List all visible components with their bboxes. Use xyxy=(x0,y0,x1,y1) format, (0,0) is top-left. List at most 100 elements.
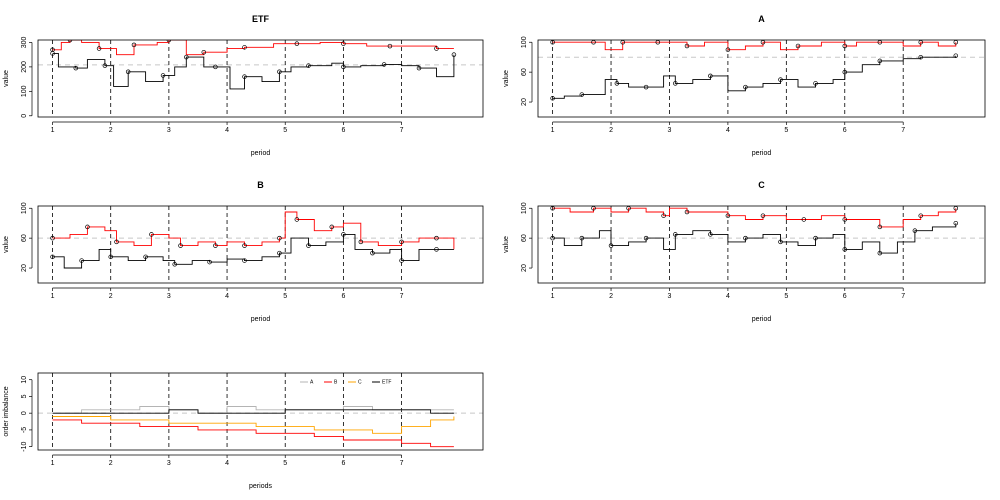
series-upper-line xyxy=(52,40,454,56)
trade-point xyxy=(434,247,439,252)
x-tick-label: 2 xyxy=(609,293,613,300)
series-upper-line xyxy=(552,41,957,51)
trade-point xyxy=(842,69,848,75)
series-lower-line xyxy=(52,233,454,269)
trade-point xyxy=(341,41,346,46)
trade-point xyxy=(725,213,731,218)
trade-point xyxy=(242,258,247,263)
trade-point xyxy=(673,232,678,237)
plot-area xyxy=(38,373,483,450)
trade-point xyxy=(172,262,177,267)
x-axis-label: period xyxy=(251,150,271,157)
trade-point xyxy=(953,220,959,226)
trade-point xyxy=(160,73,166,78)
trade-point xyxy=(277,250,282,256)
legend-label-c: C xyxy=(358,380,362,386)
trade-point xyxy=(743,235,748,241)
series-etf-line xyxy=(52,409,454,414)
trade-point xyxy=(434,235,439,241)
trade-point xyxy=(50,51,55,56)
x-axis-label: period xyxy=(251,316,271,323)
plot-area xyxy=(538,206,985,283)
trade-point xyxy=(399,258,404,263)
x-tick-label: 7 xyxy=(400,460,404,467)
trade-point xyxy=(166,40,172,43)
trade-point xyxy=(877,250,883,256)
x-tick-label: 3 xyxy=(167,460,171,467)
x-tick-label: 3 xyxy=(167,127,171,134)
plot-frame xyxy=(537,39,986,118)
trade-point xyxy=(178,243,183,248)
plot-frame xyxy=(37,372,484,451)
legend-label-b: B xyxy=(334,380,338,386)
y-tick-label: 100 xyxy=(21,85,28,97)
trade-point xyxy=(813,235,818,241)
y-tick-label: -5 xyxy=(21,427,28,433)
trade-point xyxy=(725,47,731,52)
legend-label-a: A xyxy=(310,380,314,386)
trade-point xyxy=(550,96,555,101)
x-tick-label: 1 xyxy=(551,293,555,300)
trade-point xyxy=(661,213,666,218)
trade-point xyxy=(294,41,300,46)
y-axis-label: value xyxy=(3,236,10,253)
x-tick-label: 7 xyxy=(400,293,404,300)
trade-point xyxy=(842,217,848,222)
trade-point xyxy=(294,217,300,222)
trade-point xyxy=(760,213,766,218)
trade-point xyxy=(131,42,137,48)
x-tick-label: 1 xyxy=(51,293,55,300)
x-tick-label: 5 xyxy=(784,293,788,300)
x-axis-label: periods xyxy=(249,483,272,490)
trade-point xyxy=(341,232,346,237)
trade-point xyxy=(387,43,393,49)
trade-point xyxy=(778,77,783,82)
trade-point xyxy=(73,65,79,71)
y-tick-label: 60 xyxy=(521,234,528,242)
trade-point xyxy=(743,84,748,90)
trade-point xyxy=(213,243,218,248)
series-lower-line xyxy=(552,223,957,254)
series-lower-line xyxy=(552,55,957,99)
legend-label-etf: ETF xyxy=(382,380,391,386)
trade-point xyxy=(306,243,311,248)
trade-point xyxy=(813,81,818,86)
trade-point xyxy=(842,43,848,49)
trade-point xyxy=(381,62,387,67)
trade-point xyxy=(643,235,649,241)
x-tick-label: 1 xyxy=(51,127,55,134)
y-tick-label: 100 xyxy=(521,36,528,48)
trade-point xyxy=(912,228,918,233)
trade-point xyxy=(370,250,375,256)
y-tick-label: 200 xyxy=(21,61,28,73)
trade-point xyxy=(550,235,555,241)
x-tick-label: 1 xyxy=(51,460,55,467)
chart-title: ETF xyxy=(252,14,270,24)
y-axis-label: value xyxy=(503,70,510,87)
x-tick-label: 5 xyxy=(283,293,287,300)
trade-point xyxy=(96,46,102,51)
trade-point xyxy=(201,49,207,55)
x-tick-label: 6 xyxy=(843,127,847,134)
trade-point xyxy=(125,69,131,75)
trade-point xyxy=(795,43,801,49)
trade-point xyxy=(451,52,457,57)
y-tick-label: 20 xyxy=(21,264,28,272)
trade-point xyxy=(918,54,923,60)
series-upper-line xyxy=(52,211,455,250)
trade-point xyxy=(79,258,84,263)
plot-frame xyxy=(537,205,986,284)
trade-point xyxy=(358,239,364,245)
y-tick-label: 10 xyxy=(21,376,28,384)
y-tick-label: 300 xyxy=(21,37,28,49)
trade-point xyxy=(143,254,148,260)
x-tick-label: 5 xyxy=(283,127,287,134)
trade-point xyxy=(708,232,713,237)
x-tick-label: 4 xyxy=(225,127,229,134)
x-tick-label: 3 xyxy=(167,293,171,300)
series-lower-line xyxy=(52,52,455,90)
trade-point xyxy=(50,235,55,241)
trade-point xyxy=(778,239,783,245)
x-tick-label: 7 xyxy=(400,127,404,134)
